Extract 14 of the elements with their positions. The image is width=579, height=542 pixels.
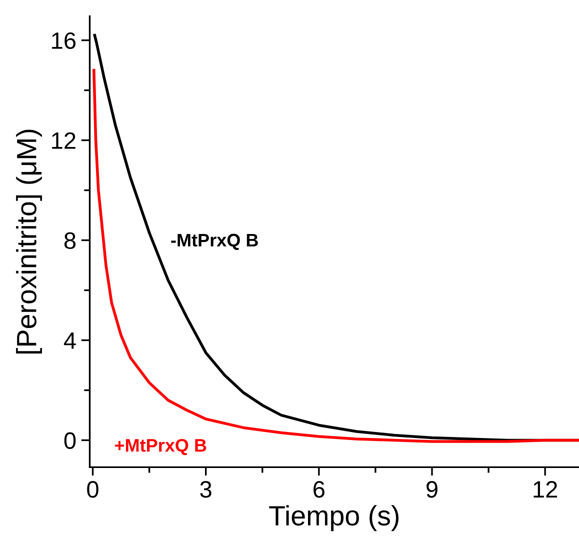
x-axis-title: Tiempo (s) (269, 505, 398, 532)
x-tick-label: 3 (200, 481, 212, 498)
y-tick-label: 4 (64, 332, 76, 349)
x-tick-label: 6 (314, 481, 324, 498)
y-axis-title: [Peroxinitrito] (μM) (16, 130, 42, 354)
x-tick-label: 0 (87, 481, 98, 498)
y-tick-label: 0 (64, 432, 76, 449)
x-tick-label: 12 (534, 481, 558, 498)
x-tick-label: 9 (426, 481, 438, 498)
y-tick-label: 16 (52, 32, 76, 50)
y-tick-label: 8 (64, 232, 76, 250)
series-label: -MtPrxQ B (171, 234, 258, 250)
y-tick-label: 12 (52, 132, 76, 149)
series-label: +MtPrxQ B (114, 438, 206, 456)
